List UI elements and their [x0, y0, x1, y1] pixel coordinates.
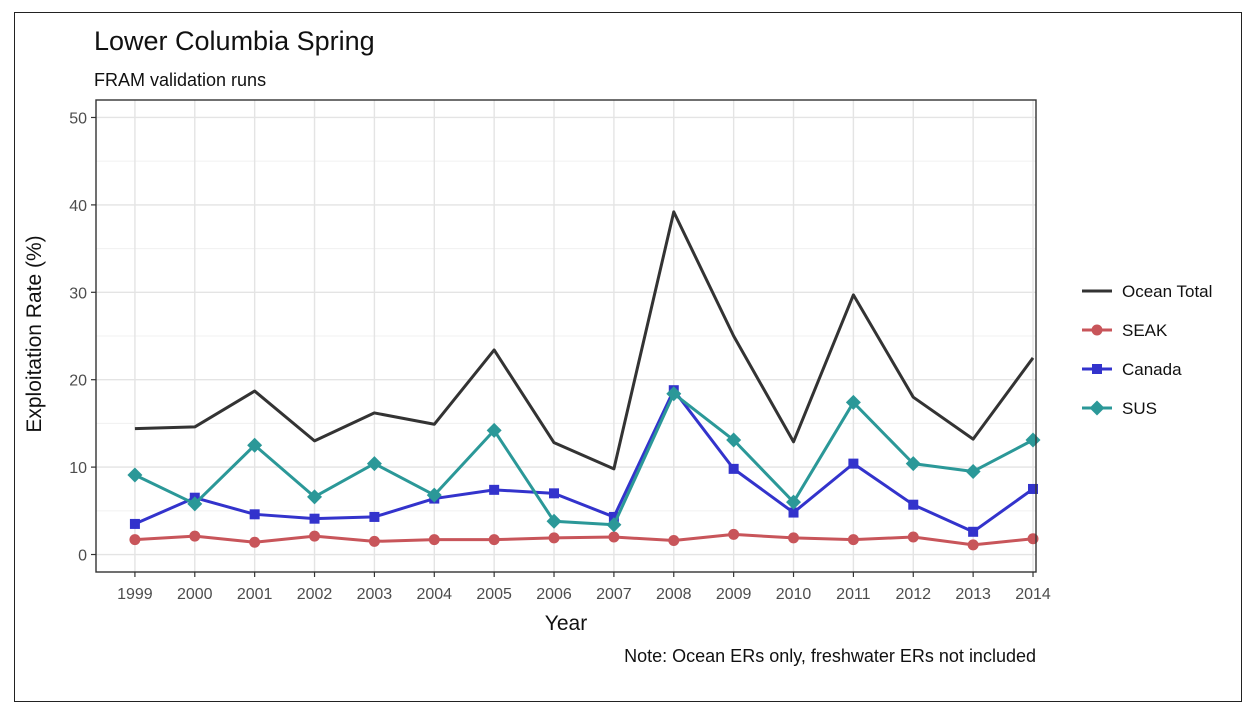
data-point-seak [548, 532, 560, 544]
data-point-canada [848, 458, 859, 469]
x-tick-label: 2001 [237, 586, 273, 603]
data-point-seak [249, 536, 261, 548]
x-tick-label: 2010 [776, 586, 812, 603]
x-tick-label: 2000 [177, 586, 213, 603]
legend-label: Ocean Total [1122, 282, 1212, 301]
data-point-seak [847, 534, 859, 546]
data-point-sus [127, 467, 143, 483]
legend-item-seak: SEAK [1082, 321, 1168, 340]
x-tick-label: 2007 [596, 586, 632, 603]
data-point-sus [486, 422, 502, 438]
y-tick-label: 10 [69, 460, 87, 477]
data-point-canada [728, 463, 739, 474]
series-line-seak [134, 532, 1034, 547]
data-point-seak [129, 534, 141, 546]
legend-item-sus: SUS [1082, 399, 1157, 418]
data-point-sus [965, 463, 981, 479]
chart-subtitle: FRAM validation runs [94, 70, 266, 90]
series-layer [127, 210, 1041, 551]
series-seak [129, 528, 1039, 551]
data-point-canada [608, 511, 619, 522]
data-point-sus [666, 386, 682, 402]
data-point-sus [606, 517, 622, 533]
data-point-sus [307, 489, 323, 505]
data-point-canada [369, 511, 380, 522]
series-line-canada [134, 388, 1034, 534]
data-point-seak [309, 530, 321, 542]
data-point-seak [728, 528, 740, 540]
data-point-seak [189, 530, 201, 542]
legend-label: SEAK [1122, 321, 1168, 340]
data-point-sus [786, 494, 802, 510]
data-point-canada [549, 488, 560, 499]
plot-border [95, 99, 1037, 573]
line-chart: Lower Columbia Spring FRAM validation ru… [23, 26, 1212, 666]
series-sus [127, 386, 1041, 533]
y-axis-title: Exploitation Rate (%) [23, 235, 46, 432]
x-tick-label: 2011 [836, 586, 871, 603]
legend-item-canada: Canada [1082, 360, 1182, 379]
data-point-canada [968, 526, 979, 537]
data-point-seak [907, 531, 919, 543]
legend-label: Canada [1122, 360, 1182, 379]
x-tick-label: 2006 [536, 586, 572, 603]
x-tick-label: 2014 [1015, 586, 1051, 603]
data-point-canada [1028, 483, 1039, 494]
series-canada [129, 385, 1039, 537]
legend: Ocean Total SEAK Canada SUS [1082, 282, 1212, 418]
x-tick-label: 1999 [117, 586, 153, 603]
y-tick-label: 50 [69, 110, 87, 127]
data-point-canada [788, 507, 799, 518]
data-point-seak [668, 535, 680, 547]
data-point-canada [908, 499, 919, 510]
data-point-sus [366, 456, 382, 472]
data-point-seak [788, 532, 800, 544]
series-line-sus [134, 392, 1034, 527]
x-axis-title: Year [545, 612, 587, 635]
x-tick-label: 2008 [656, 586, 692, 603]
legend-key-marker [1089, 400, 1105, 416]
data-point-canada [249, 509, 260, 520]
series-line-ocean-total [134, 210, 1035, 471]
x-tick-label: 2012 [895, 586, 931, 603]
chart-caption: Note: Ocean ERs only, freshwater ERs not… [624, 646, 1036, 666]
data-point-sus [247, 437, 263, 453]
data-point-sus [845, 394, 861, 410]
data-point-seak [608, 531, 620, 543]
y-tick-label: 40 [69, 198, 87, 215]
legend-item-ocean-total: Ocean Total [1082, 282, 1212, 301]
data-point-sus [546, 513, 562, 529]
y-tick-label: 20 [69, 373, 87, 390]
data-point-canada [129, 518, 140, 529]
data-point-sus [426, 487, 442, 503]
data-point-sus [726, 432, 742, 448]
x-tick-label: 2003 [357, 586, 393, 603]
legend-key-marker [1091, 324, 1103, 336]
x-tick-label: 2009 [716, 586, 752, 603]
data-point-canada [489, 484, 500, 495]
data-point-seak [967, 539, 979, 551]
x-tick-label: 2005 [476, 586, 512, 603]
x-tick-label: 2004 [416, 586, 452, 603]
y-tick-label: 30 [69, 285, 87, 302]
data-point-seak [488, 534, 500, 546]
chart-title: Lower Columbia Spring [94, 26, 375, 56]
data-point-sus [187, 496, 203, 512]
y-tick-label: 0 [78, 548, 87, 565]
legend-label: SUS [1122, 399, 1157, 418]
data-point-seak [368, 535, 380, 547]
data-point-seak [1027, 533, 1039, 545]
data-point-canada [309, 513, 320, 524]
series-ocean-total [134, 210, 1035, 471]
axes: 0 10 20 30 40 50 1999 2000 2001 2002 2003 2004 2005 2… [69, 99, 1051, 603]
x-tick-label: 2013 [955, 586, 991, 603]
data-point-sus [905, 456, 921, 472]
x-tick-label: 2002 [297, 586, 333, 603]
data-point-sus [1025, 432, 1041, 448]
legend-key-marker [1092, 364, 1102, 374]
data-point-seak [428, 534, 440, 546]
